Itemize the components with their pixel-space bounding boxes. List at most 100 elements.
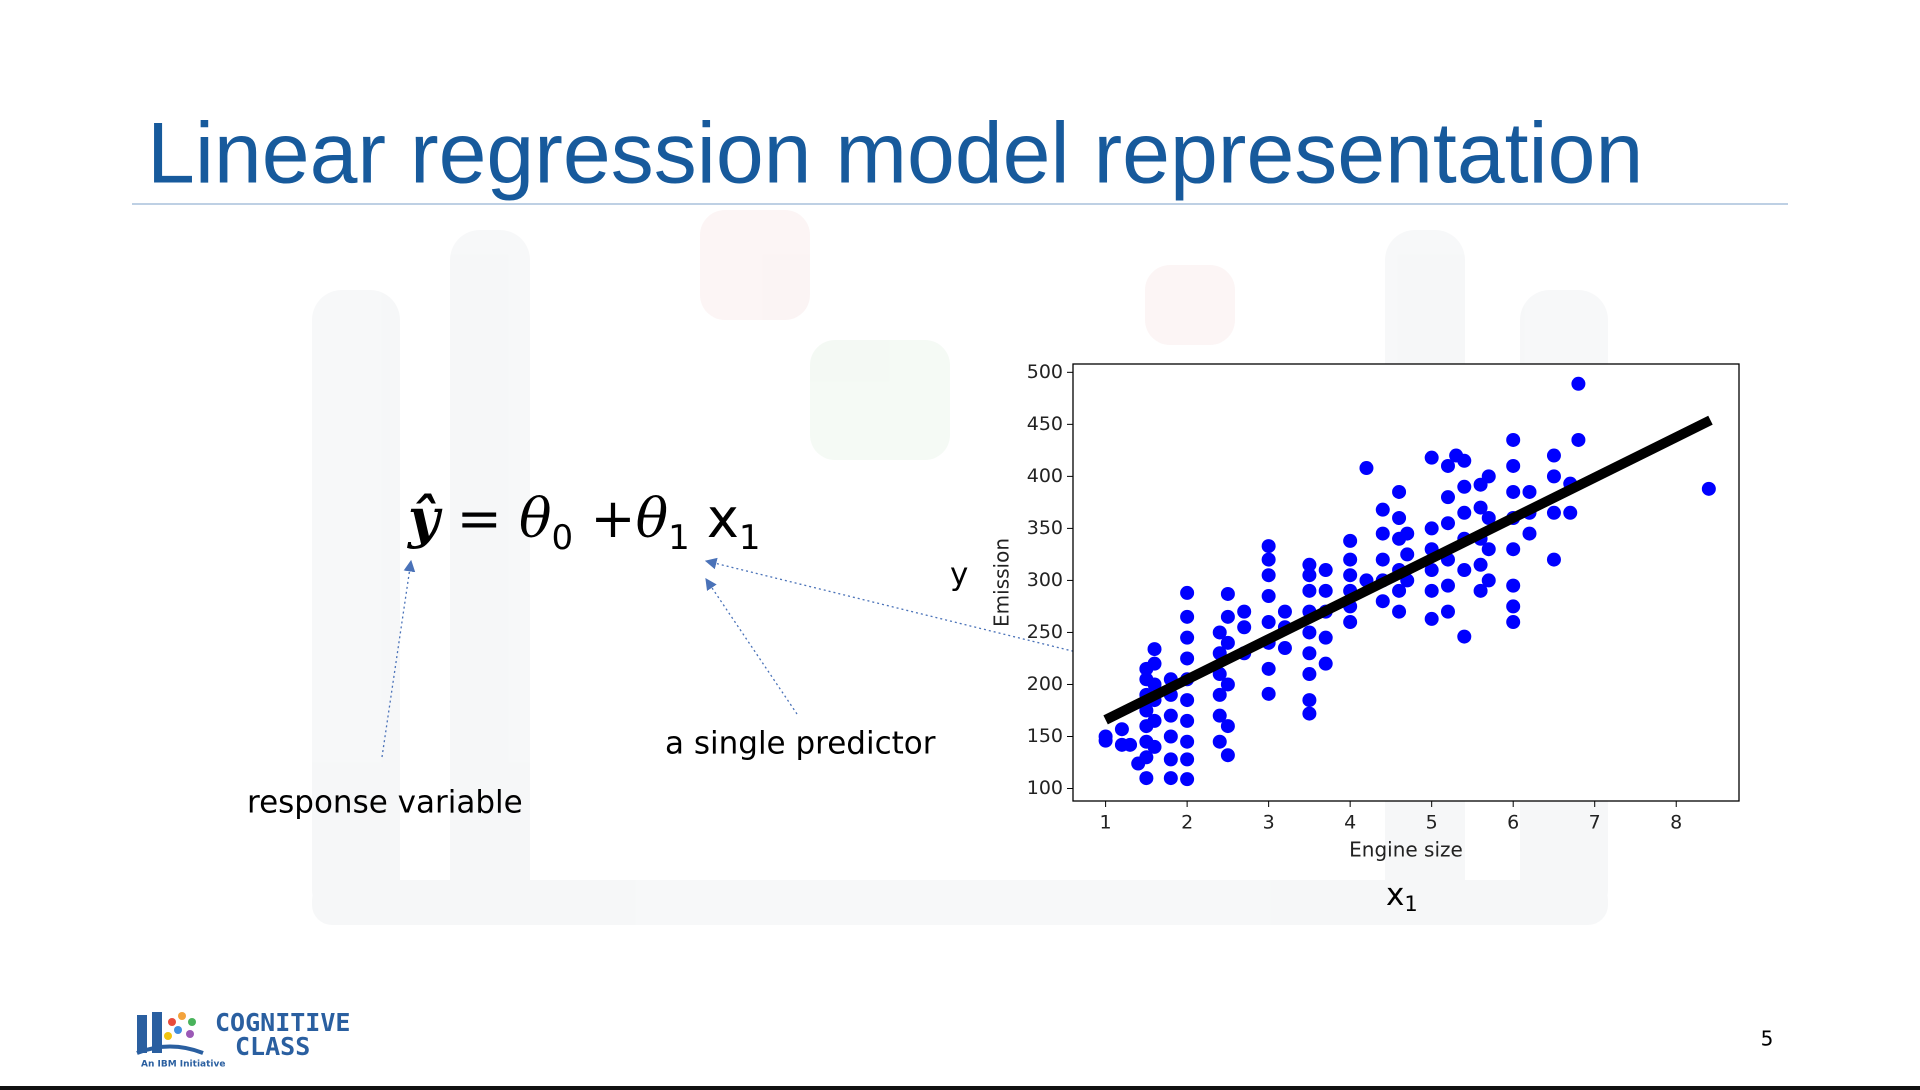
scatter-point	[1261, 539, 1276, 554]
annotation: y	[950, 557, 968, 593]
y-tick-label: 400	[1027, 465, 1063, 487]
scatter-point	[1261, 568, 1276, 583]
eq-plus: +	[590, 487, 636, 550]
scatter-point	[1343, 568, 1358, 583]
scatter-point	[1424, 583, 1439, 598]
scatter-point	[1375, 594, 1390, 609]
scatter-point	[1506, 484, 1521, 499]
x-tick-label: 8	[1670, 812, 1682, 834]
scatter-point	[1212, 687, 1227, 702]
arrow	[704, 557, 1118, 663]
scatter-point	[1522, 484, 1537, 499]
eq-sub: 1	[668, 518, 690, 558]
scatter-point	[1139, 750, 1154, 765]
scatter-point	[1163, 771, 1178, 786]
scatter-point	[1546, 505, 1561, 520]
scatter-point	[1343, 615, 1358, 630]
scatter-point	[1359, 461, 1374, 476]
scatter-point	[1424, 563, 1439, 578]
eq-sub: 1	[738, 518, 761, 558]
scatter-point	[1163, 708, 1178, 723]
scatter-point	[1571, 376, 1586, 391]
scatter-point	[1473, 583, 1488, 598]
scatter-point	[1546, 469, 1561, 484]
annotation-symbol: x	[1386, 877, 1404, 913]
scatter-point	[1147, 739, 1162, 754]
scatter-point	[1522, 526, 1537, 541]
scatter-point	[1180, 585, 1195, 600]
y-tick-label: 200	[1027, 673, 1063, 695]
scatter-point	[1302, 625, 1317, 640]
y-tick-label: 500	[1027, 361, 1063, 383]
x-tick-label: 1	[1100, 812, 1112, 834]
x-tick-label: 4	[1344, 812, 1356, 834]
scatter-point	[1457, 505, 1472, 520]
scatter-point	[1440, 604, 1455, 619]
scatter-point	[1440, 516, 1455, 531]
scatter-point	[1220, 719, 1235, 734]
scatter-point	[1546, 448, 1561, 463]
x-tick-label: 6	[1507, 812, 1519, 834]
scatter-point	[1180, 772, 1195, 787]
logo-tagline: An IBM Initiative	[141, 1060, 225, 1070]
scatter-point	[1180, 734, 1195, 749]
scatter-point	[1277, 604, 1292, 619]
scatter-point	[1457, 453, 1472, 468]
scatter-point	[1400, 547, 1415, 562]
scatter-point	[1302, 557, 1317, 572]
page-number: 5	[1761, 1027, 1774, 1051]
scatter-point	[1212, 708, 1227, 723]
logo: COGNITIVE CLASS An IBM Initiative	[136, 1008, 350, 1070]
scatter-point	[1114, 722, 1129, 737]
scatter-point	[1375, 502, 1390, 517]
scatter-point	[1237, 604, 1252, 619]
arrow	[381, 559, 416, 758]
scatter-point	[1375, 526, 1390, 541]
x-tick-label: 3	[1263, 812, 1275, 834]
annotation-sub: 1	[1404, 892, 1417, 916]
scatter-point	[1440, 490, 1455, 505]
scatter-point	[1180, 630, 1195, 645]
bottom-bar	[0, 1086, 1920, 1090]
scatter-point	[1318, 563, 1333, 578]
scatter-point	[1563, 505, 1578, 520]
scatter-point	[1220, 677, 1235, 692]
slide-title: Linear regression model representation	[147, 106, 1643, 202]
scatter-point	[1261, 615, 1276, 630]
eq-lhs: ŷ	[408, 486, 440, 550]
y-tick-label: 100	[1027, 777, 1063, 799]
scatter-point	[1473, 500, 1488, 515]
equation: ŷ = θ0 +θ1 x1	[408, 486, 761, 558]
scatter-point	[1440, 458, 1455, 473]
scatter-point	[1392, 484, 1407, 499]
scatter-point	[1302, 693, 1317, 708]
scatter-point	[1123, 737, 1138, 752]
scatter-point	[1318, 630, 1333, 645]
chart: 1 2 3 4 5 6 7 8 100 150 200 250 300 350 400 450 500 Engin…	[990, 361, 1740, 862]
scatter-point	[1424, 611, 1439, 626]
scatter-point	[1147, 677, 1162, 692]
scatter-point	[1180, 609, 1195, 624]
scatter-point	[1302, 706, 1317, 721]
scatter-point	[1318, 656, 1333, 671]
scatter-point	[1481, 573, 1496, 588]
scatter-point	[1098, 733, 1113, 748]
scatter-point	[1261, 686, 1276, 701]
scatter-point	[1180, 713, 1195, 728]
y-tick-label: 250	[1027, 621, 1063, 643]
x-axis-label: Engine size	[1349, 838, 1463, 862]
scatter-point	[1220, 609, 1235, 624]
scatter-point	[1261, 552, 1276, 567]
scatter-point	[1261, 589, 1276, 604]
annotation: response variable	[247, 785, 523, 821]
scatter-point	[1343, 552, 1358, 567]
scatter-point	[1506, 458, 1521, 473]
scatter-point	[1237, 620, 1252, 635]
scatter-point	[1506, 432, 1521, 447]
scatter-point	[1302, 667, 1317, 682]
y-tick-label: 150	[1027, 725, 1063, 747]
scatter-point	[1424, 521, 1439, 536]
eq-equals: =	[456, 487, 502, 550]
